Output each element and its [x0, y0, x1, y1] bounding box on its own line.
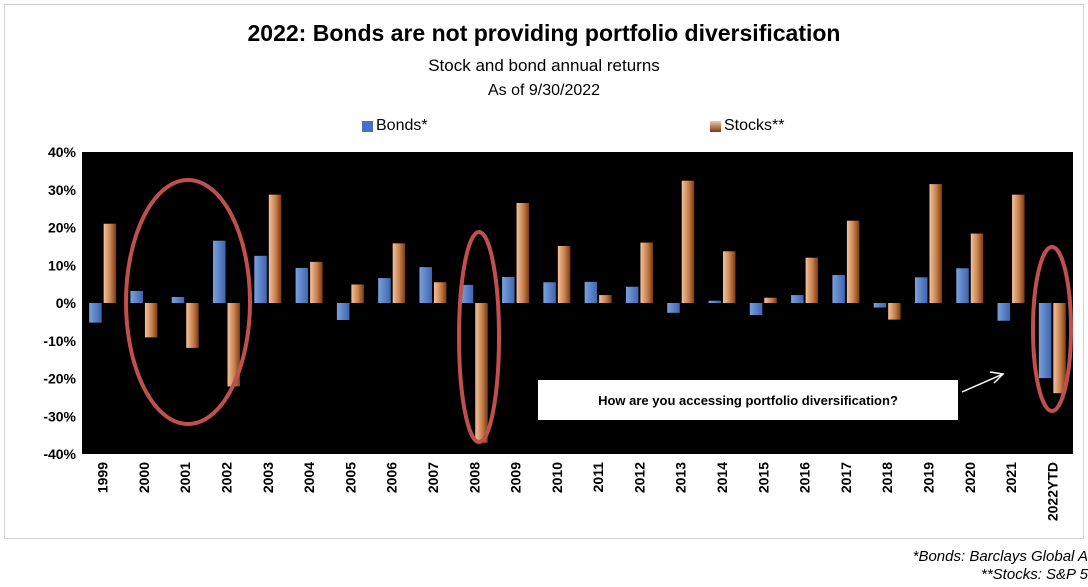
stock-bar-2021 [1012, 194, 1025, 303]
legend-item-stocks: Stocks** [710, 117, 784, 135]
x-category-label: 2015 [755, 462, 771, 493]
legend-item-bonds: Bonds* [362, 117, 428, 135]
bond-bar-2005 [336, 303, 350, 320]
chart-subtitle: Stock and bond annual returns [428, 56, 660, 75]
x-category-label: 2009 [508, 462, 524, 493]
x-category-label: 2020 [962, 462, 978, 493]
x-category-label: 2005 [342, 462, 358, 493]
stock-bar-2014 [723, 251, 736, 303]
y-tick-label: -10% [43, 333, 76, 349]
stock-bar-2005 [351, 284, 364, 303]
stock-bar-2022YTD [1053, 303, 1066, 394]
bond-bar-2021 [997, 303, 1011, 321]
stock-bar-2019 [929, 184, 942, 303]
bond-bar-2018 [873, 303, 887, 308]
y-tick-label: 30% [48, 182, 77, 198]
x-category-label: 2014 [714, 462, 730, 493]
x-category-label: 2021 [1003, 462, 1019, 493]
y-tick-label: -20% [43, 371, 76, 387]
stock-bar-2012 [640, 242, 653, 303]
highlight-circle-2008 [457, 230, 501, 444]
stock-bar-2010 [557, 245, 571, 303]
footnote-bonds: *Bonds: Barclays Global A [912, 548, 1088, 565]
legend-swatch-bonds [362, 120, 373, 132]
x-category-label: 2003 [260, 462, 276, 493]
stock-bar-2013 [681, 180, 695, 303]
x-category-label: 2010 [549, 462, 565, 493]
x-category-label: 2012 [631, 462, 647, 493]
x-category-label: 2016 [797, 462, 813, 493]
x-category-label: 2019 [920, 462, 936, 493]
bond-bar-2015 [749, 303, 763, 316]
footnote-stocks: **Stocks: S&P 5 [981, 566, 1088, 583]
bond-bar-2011 [584, 281, 598, 303]
stock-bar-2015 [764, 297, 777, 303]
callout-box: How are you accessing portfolio diversif… [538, 380, 958, 420]
bond-bar-2010 [543, 282, 556, 303]
y-tick-label: 0% [56, 295, 77, 311]
y-tick-label: 10% [48, 257, 77, 273]
y-tick-label: -30% [43, 408, 76, 424]
bond-bar-2009 [502, 276, 515, 303]
stock-bar-1999 [103, 223, 117, 303]
stock-bar-2018 [888, 303, 901, 320]
bond-bar-2017 [832, 275, 845, 303]
x-category-label: 2006 [384, 462, 400, 493]
stock-bar-2011 [599, 295, 612, 303]
legend-label-stocks: Stocks** [724, 117, 785, 134]
x-category-label: 2001 [177, 462, 193, 493]
x-category-label: 2008 [466, 462, 482, 493]
x-category-label: 2004 [301, 462, 317, 493]
x-category-label: 2011 [590, 462, 606, 493]
x-category-label: 1999 [95, 462, 111, 493]
bond-bar-2014 [708, 300, 722, 303]
bond-bar-2002 [213, 240, 226, 303]
bond-bar-2022YTD [1038, 303, 1052, 379]
bond-bar-2008 [460, 284, 474, 303]
bond-bar-2003 [254, 255, 267, 303]
stock-bar-2008 [475, 303, 488, 443]
bond-bar-2000 [130, 290, 143, 303]
bond-bar-2007 [419, 267, 432, 303]
legend-swatch-stocks [710, 120, 721, 132]
y-tick-label: 20% [48, 220, 77, 236]
x-category-label: 2007 [425, 462, 441, 493]
stock-bar-2002 [227, 303, 241, 387]
bond-bar-2001 [171, 296, 185, 303]
stock-bar-2017 [846, 220, 860, 303]
legend-label-bonds: Bonds* [376, 117, 428, 134]
chart-as-of: As of 9/30/2022 [487, 82, 601, 99]
stock-bar-2020 [970, 233, 984, 303]
bond-bar-2012 [625, 286, 639, 303]
bond-bar-2013 [667, 303, 680, 313]
y-tick-label: 40% [48, 144, 77, 160]
x-category-label: 2000 [136, 462, 152, 493]
stock-bar-2001 [186, 303, 199, 348]
bond-bar-2019 [914, 277, 928, 303]
x-category-label: 2017 [838, 462, 854, 493]
x-category-label: 2018 [879, 462, 895, 493]
stock-bar-2006 [392, 243, 406, 303]
bond-bar-2006 [378, 278, 391, 303]
bond-bar-2016 [791, 295, 804, 303]
x-category-label: 2002 [219, 462, 235, 493]
stock-bar-2016 [805, 257, 819, 303]
stock-bar-2007 [433, 282, 447, 303]
chart-title: 2022: Bonds are not providing portfolio … [247, 20, 841, 46]
x-category-label: 2013 [673, 462, 689, 493]
stock-bar-2009 [516, 202, 530, 303]
y-tick-label: -40% [43, 446, 76, 462]
highlight-circle-2022ytd [1031, 245, 1073, 413]
stock-bar-2000 [144, 303, 158, 338]
bond-bar-2020 [956, 268, 969, 303]
stock-bar-2003 [268, 194, 282, 303]
callout-arrow [961, 373, 1004, 393]
bond-bar-1999 [89, 303, 102, 323]
highlight-circle-2000-2002 [124, 178, 252, 426]
stock-bar-2004 [310, 261, 323, 303]
bond-bar-2004 [295, 267, 309, 303]
callout-arrowhead [989, 371, 1005, 384]
x-category-label: 2022YTD [1044, 462, 1060, 521]
